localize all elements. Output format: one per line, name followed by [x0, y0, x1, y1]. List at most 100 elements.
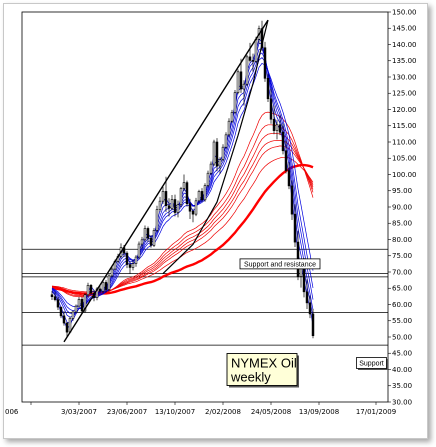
candle-down: [128, 264, 132, 268]
y-tick-label: 140.00: [392, 41, 417, 49]
candle-up: [254, 38, 258, 62]
y-tick-label: 90.00: [392, 203, 412, 211]
candle-down: [53, 296, 57, 300]
candle-up: [275, 124, 279, 131]
candle-up: [179, 188, 183, 206]
y-tick-label: 30.00: [392, 398, 412, 406]
candle-up: [176, 204, 180, 213]
plot-area: [21, 11, 389, 403]
candle-up: [137, 243, 141, 258]
y-tick-label: 50.00: [392, 333, 412, 341]
candle-down: [248, 56, 252, 61]
candle-up: [77, 298, 81, 307]
candle-up: [212, 141, 216, 165]
candle-up: [152, 230, 156, 246]
candle-up: [107, 275, 111, 290]
candle-up: [227, 120, 231, 136]
y-tick-label: 110.00: [392, 138, 417, 146]
support-resistance-label-box: [239, 258, 321, 270]
candle-down: [65, 322, 69, 333]
trendline-0: [63, 19, 269, 343]
y-tick-label: 135.00: [392, 57, 417, 65]
candle-down: [281, 131, 285, 152]
y-tick-label: 45.00: [392, 350, 412, 358]
candle-up: [194, 200, 198, 215]
candle-up: [230, 112, 234, 122]
candle-down: [59, 306, 63, 317]
candle-up: [170, 199, 174, 209]
candle-down: [173, 199, 177, 213]
candle-down: [287, 170, 291, 187]
candle-up: [158, 200, 162, 210]
candle-down: [263, 47, 267, 79]
candle-up: [245, 56, 249, 85]
y-tick-label: 40.00: [392, 366, 412, 374]
x-tick-label: 13/10/2007: [155, 408, 195, 416]
candle-down: [191, 210, 195, 215]
candle-down: [272, 118, 276, 131]
y-tick-label: 70.00: [392, 268, 412, 276]
candle-down: [149, 237, 153, 246]
y-tick-label: 130.00: [392, 73, 417, 81]
ma-short-15: [51, 63, 314, 307]
support-resistance-label: Support and resistance: [244, 261, 316, 268]
support-label: Support: [359, 361, 384, 368]
y-tick-label: 65.00: [392, 285, 412, 293]
candle-down: [167, 205, 171, 209]
candle-up: [140, 239, 144, 245]
y-tick-label: 100.00: [392, 171, 417, 179]
y-tick-label: 120.00: [392, 106, 417, 114]
candle-up: [74, 305, 78, 313]
title-box: [226, 353, 298, 386]
candle-down: [200, 191, 204, 201]
candle-up: [101, 282, 105, 292]
candle-up: [131, 263, 135, 268]
y-tick-label: 125.00: [392, 90, 417, 98]
candle-down: [50, 294, 54, 298]
candle-down: [251, 60, 255, 62]
candle-up: [182, 182, 186, 189]
y-tick-label: 35.00: [392, 382, 412, 390]
candle-down: [215, 141, 219, 167]
y-tick-label: 60.00: [392, 301, 412, 309]
oil-price-chart: 30.00 35.00 40.00 45.00 50.00 55.00 60.00 65.00…: [5, 8, 417, 416]
y-tick-label: 95.00: [392, 187, 412, 195]
candle-down: [278, 124, 282, 133]
candle-down: [284, 150, 288, 171]
candle-up: [218, 159, 222, 167]
y-tick-label: 150.00: [392, 8, 417, 16]
chart-title-line-2: weekly: [230, 370, 271, 385]
candle-down: [56, 299, 60, 308]
candle-up: [221, 146, 225, 160]
trendline-1: [162, 19, 269, 275]
candle-down: [164, 191, 168, 206]
chart-frame: 30.00 35.00 40.00 45.00 50.00 55.00 60.00 65.00…: [3, 3, 428, 439]
y-tick-label: 55.00: [392, 317, 412, 325]
x-tick-label: 13/09/2008: [299, 408, 339, 416]
candle-down: [98, 288, 102, 292]
trendlines: [63, 19, 269, 343]
candle-down: [146, 228, 150, 239]
ma-short-8: [51, 48, 314, 318]
candle-up: [236, 71, 240, 93]
candle-up: [161, 191, 165, 202]
candle-up: [143, 228, 147, 241]
candle-up: [206, 172, 210, 186]
y-tick-label: 85.00: [392, 220, 412, 228]
candle-down: [305, 291, 309, 304]
candle-down: [188, 203, 192, 212]
x-tick-label: 3/03/2007: [61, 408, 97, 416]
support-label-box: [356, 357, 387, 369]
x-tick-label: 2/02/2008: [205, 408, 241, 416]
thick-red-average: [51, 163, 314, 295]
candle-up: [242, 83, 246, 90]
candle-down: [239, 71, 243, 90]
candle-down: [125, 252, 129, 265]
candle-down: [62, 315, 66, 324]
y-tick-label: 105.00: [392, 155, 417, 163]
x-tick-label: 24/05/2008: [251, 408, 291, 416]
x-tick-label: 17/01/2009: [356, 408, 396, 416]
candle-down: [104, 282, 108, 290]
candle-down: [266, 78, 270, 100]
price-axis: 30.00 35.00 40.00 45.00 50.00 55.00 60.00 65.00…: [388, 8, 417, 406]
